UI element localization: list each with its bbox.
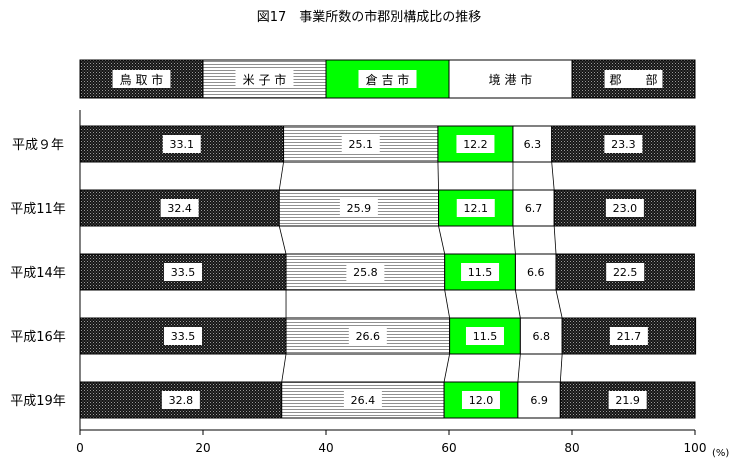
data-label-box [339,199,378,217]
x-tick-label: 40 [318,441,333,455]
data-label-box [456,199,495,217]
data-label: 25.8 [353,266,378,279]
data-label-box [523,391,555,409]
connector-line [515,289,521,319]
data-label-box [341,135,380,153]
data-label: 21.7 [617,330,642,343]
legend: 鳥 取 市米 子 市倉 吉 市境 港 市郡 部 [79,59,696,99]
category-label: 平成14年 [10,266,66,281]
chart-title: 図17 事業所数の市郡別構成比の推移 [257,9,482,25]
data-label: 23.0 [613,202,638,215]
category-label: 平成11年 [10,202,66,217]
data-label: 21.9 [615,394,640,407]
data-label: 33.5 [171,266,196,279]
legend-label-box [112,70,171,88]
data-label-box [162,135,201,153]
data-label-box [605,199,644,217]
data-label-box [348,327,387,345]
data-label: 6.8 [533,330,551,343]
x-axis: 0 20 40 60 80 100 [76,110,706,455]
connector-line [443,353,451,383]
data-label-box [164,263,203,281]
data-label: 26.6 [356,330,381,343]
data-label: 6.3 [524,138,542,151]
connector-line [437,161,439,191]
data-label-box [609,327,648,345]
data-label: 26.4 [351,394,376,407]
connector-line [512,225,516,255]
bars: 33.1 25.1 12.2 6.3 23.3 32.4 25.9 12.1 6.7 23.0 33… [79,125,697,419]
category-label: 平成９年 [12,138,64,153]
data-label: 6.9 [530,394,548,407]
data-label: 12.0 [469,394,494,407]
x-tick-label: 100 [684,441,707,455]
connector-line [278,161,284,191]
data-label-box [456,135,495,153]
data-label-box [164,327,203,345]
data-label-box [520,263,552,281]
connector-line [559,353,563,383]
data-label-box [608,391,647,409]
data-label-box [346,263,385,281]
data-label-box [518,199,550,217]
data-label-box [160,199,199,217]
x-tick-label: 20 [195,441,210,455]
data-label: 12.1 [464,202,489,215]
legend-label: 倉 吉 市 [366,72,410,87]
data-label-box [161,391,200,409]
data-label-box [465,327,504,345]
connector-line [555,289,563,319]
data-label: 33.1 [170,138,195,151]
category-label: 平成19年 [10,394,66,409]
data-label-box [343,391,382,409]
x-tick-label: 0 [76,441,84,455]
connector-line [517,353,521,383]
data-label-box [461,391,500,409]
connector-line [551,161,555,191]
data-label-box [606,263,645,281]
x-tick-label: 80 [564,441,579,455]
data-label: 11.5 [468,266,493,279]
data-label: 6.7 [525,202,543,215]
data-label: 32.4 [167,202,192,215]
connector-line [438,225,446,255]
data-label-box [516,135,548,153]
legend-label: 郡 部 [609,72,657,87]
data-label-box [604,135,643,153]
data-label: 22.5 [613,266,638,279]
legend-label-box [604,70,663,88]
data-label: 33.5 [171,330,196,343]
data-label: 6.6 [527,266,545,279]
legend-label: 境 港 市 [489,72,533,87]
connector-line [444,289,451,319]
connector-line [553,225,557,255]
legend-swatch [202,59,327,99]
data-label: 32.8 [169,394,194,407]
legend-label: 鳥 取 市 [120,72,164,87]
data-label: 25.1 [348,138,373,151]
legend-label-box [235,70,294,88]
data-label-box [525,327,557,345]
category-label: 平成16年 [10,330,66,345]
connector-lines [278,161,563,383]
data-label-box [461,263,500,281]
legend-label-box [481,70,540,88]
connector-line [278,225,287,255]
legend-label-box [358,70,417,88]
connector-line [281,353,287,383]
legend-label: 米 子 市 [243,72,287,87]
data-label: 25.9 [347,202,372,215]
data-label: 23.3 [611,138,636,151]
unit-label: (%) [712,448,729,459]
data-label: 12.2 [463,138,488,151]
data-label: 11.5 [473,330,498,343]
x-tick-label: 60 [441,441,456,455]
